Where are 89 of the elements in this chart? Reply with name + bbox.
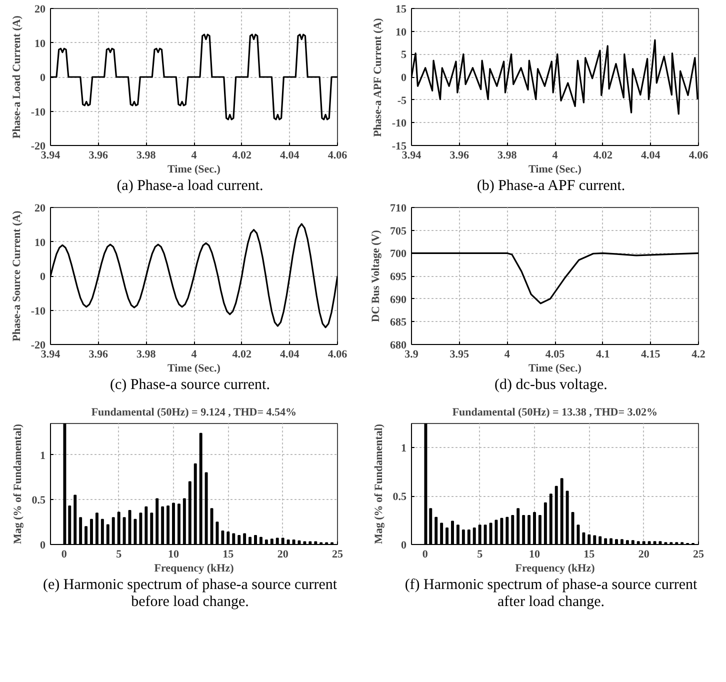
y-tick-label: 680 [390,340,407,352]
x-tick-label: 4 [504,348,510,361]
y-tick-label: 1 [40,449,46,462]
x-tick-label: 25 [332,548,344,560]
x-tick-label: 10 [168,548,180,560]
y-tick-label: -20 [30,140,46,152]
x-tick-label: 5 [116,548,122,560]
x-tick-label: 4.06 [688,150,709,162]
x-tick-label: 4.05 [545,348,566,361]
x-axis-title: Time (Sec.) [528,164,582,176]
y-tick-label: 15 [396,4,407,16]
y-tick-label: -5 [397,94,407,107]
y-tick-label: 0 [401,539,407,551]
text: (b) Phase-a APF current. [476,178,626,196]
y-tick-label: 0 [40,539,46,551]
x-tick-label: 4 [191,150,198,162]
y-tick-label: 695 [390,271,407,284]
y-tick-label: 0.5 [32,494,46,506]
y-axis-title: Phase-a APF Current (A) [372,18,384,137]
y-tick-label: 20 [34,4,46,16]
x-tick-label: 4.1 [596,348,610,361]
chart-title: Fundamental (50Hz) = 13.38 , THD= 3.02% [452,406,658,418]
x-tick-label: 4 [191,348,198,361]
x-tick-label: 3.96 [88,348,108,361]
x-tick-label: 4.04 [641,150,661,162]
x-axis-title: Time (Sec.) [528,362,582,375]
x-axis-title: Time (Sec.) [168,362,221,375]
y-tick-label: 1 [401,442,406,454]
x-tick-label: 0 [422,548,428,560]
chart-title: Fundamental (50Hz) = 9.124 , THD= 4.54% [91,406,296,418]
y-tick-label: 0.5 [392,490,407,503]
x-tick-label: 25 [693,548,704,560]
x-tick-label: 20 [277,548,289,560]
y-tick-label: 10 [34,38,46,50]
x-tick-label: 3.98 [498,150,518,162]
text: (a) Phase-a load current. [116,178,264,196]
text: (d) dc-bus voltage. [494,377,608,394]
text: (f) Harmonic spectrum of phase-a source current after load change. [404,576,698,611]
text: (c) Phase-a source current. [110,377,270,394]
x-tick-label: 4.06 [328,150,348,162]
x-tick-label: 3.98 [136,150,156,162]
y-tick-label: 20 [34,202,46,215]
y-tick-label: 705 [390,226,407,238]
y-tick-label: 10 [34,237,46,249]
x-tick-label: 4.06 [328,348,348,361]
y-tick-label: -10 [30,106,46,118]
x-tick-label: 3.94 [402,150,422,162]
x-tick-label: 4.02 [232,150,252,162]
x-axis-title: Frequency (kHz) [515,562,596,574]
x-tick-label: 4.04 [280,150,300,162]
x-tick-label: 4.02 [593,150,613,162]
y-tick-label: 685 [390,316,407,329]
y-tick-label: 690 [390,294,407,306]
y-tick-label: 700 [390,248,407,260]
x-tick-label: 4.02 [232,348,252,361]
x-tick-label: 3.96 [88,150,108,162]
x-tick-label: 4 [552,150,558,162]
x-tick-label: 4.04 [280,348,300,361]
x-tick-label: 3.94 [40,348,61,361]
y-tick-label: 5 [401,49,407,62]
x-tick-label: 5 [477,548,484,560]
x-axis-title: Time (Sec.) [168,164,221,176]
y-axis-title: Phase-a Load Current (A) [10,15,23,138]
x-tick-label: 3.96 [450,150,470,162]
x-tick-label: 3.95 [450,348,470,361]
x-tick-label: 0 [61,548,68,560]
x-tick-label: 4.2 [692,348,706,361]
y-axis-title: DC Bus Voltage (V) [370,230,382,322]
x-tick-label: 3.9 [404,348,419,361]
y-axis-title: Mag (% of Fundamental) [12,423,24,544]
x-tick-label: 15 [222,548,234,560]
x-tick-label: 10 [529,548,540,560]
x-tick-label: 15 [584,548,596,560]
y-tick-label: 0 [401,72,407,84]
y-axis-title: Mag (% of Fundamental) [372,423,385,544]
y-tick-label: -15 [392,140,407,152]
y-tick-label: -10 [30,306,46,318]
y-axis-title: Phase-a Source Current (A) [10,210,23,342]
x-axis-title: Frequency (kHz) [154,562,234,574]
y-tick-label: 710 [390,202,407,215]
x-tick-label: 3.98 [136,348,156,361]
x-tick-label: 4.15 [641,348,661,361]
text: (e) Harmonic spectrum of phase-a source current before load change. [42,576,338,611]
x-tick-label: 20 [638,548,650,560]
x-tick-label: 3.94 [40,150,61,162]
y-tick-label: 0 [40,72,46,84]
y-tick-label: 10 [396,26,407,38]
y-tick-label: 0 [40,271,46,284]
y-tick-label: -10 [392,118,407,130]
